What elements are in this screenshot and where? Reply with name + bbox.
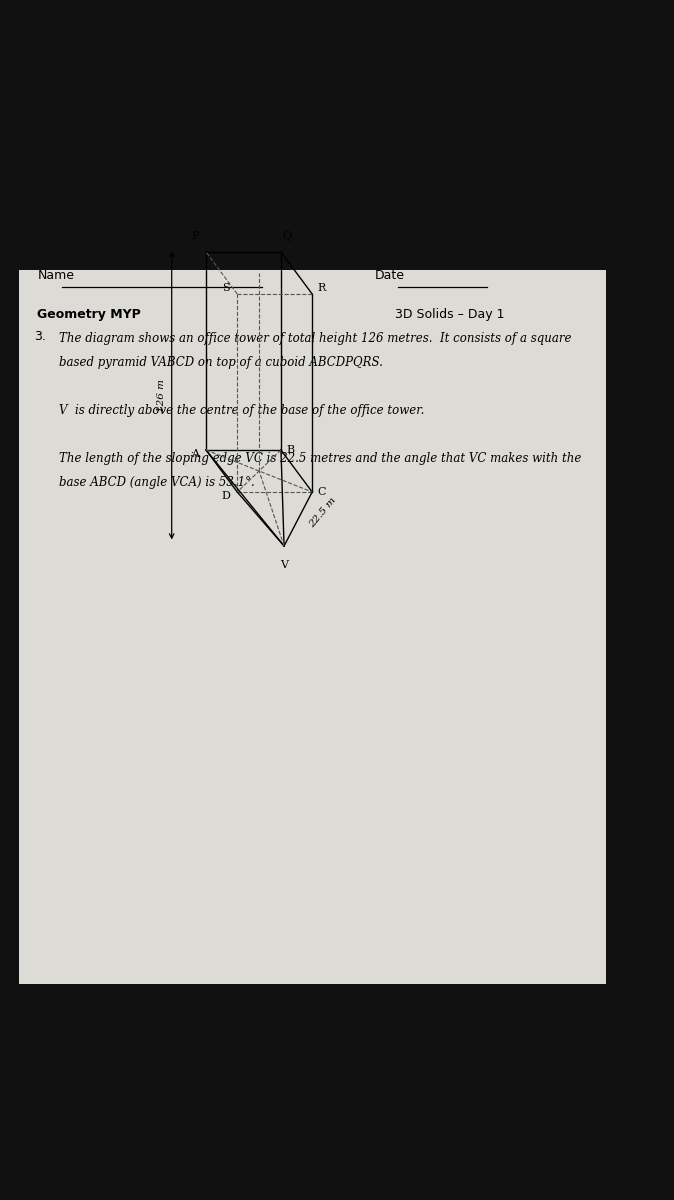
- Text: The length of the sloping edge VC is 22.5 metres and the angle that VC makes wit: The length of the sloping edge VC is 22.…: [59, 452, 582, 466]
- FancyBboxPatch shape: [19, 270, 606, 984]
- Text: base ABCD (angle VCA) is 53.1°.: base ABCD (angle VCA) is 53.1°.: [59, 476, 255, 490]
- Text: 3.: 3.: [34, 330, 47, 343]
- Text: Date: Date: [375, 269, 404, 282]
- Text: 126 m: 126 m: [156, 379, 166, 413]
- Text: B: B: [286, 445, 295, 455]
- Text: S: S: [222, 283, 230, 293]
- Text: 22.5 m: 22.5 m: [307, 497, 338, 529]
- Text: A: A: [191, 449, 199, 458]
- Text: P: P: [191, 232, 199, 241]
- Text: The diagram shows an office tower of total height 126 metres.  It consists of a : The diagram shows an office tower of tot…: [59, 332, 572, 346]
- Text: R: R: [317, 283, 326, 293]
- Text: D: D: [222, 491, 231, 500]
- Text: Q: Q: [282, 232, 292, 241]
- Text: Name: Name: [38, 269, 74, 282]
- Text: V  is directly above the centre of the base of the office tower.: V is directly above the centre of the ba…: [59, 404, 425, 418]
- Text: 3D Solids – Day 1: 3D Solids – Day 1: [395, 308, 504, 322]
- Text: C: C: [317, 487, 326, 497]
- Text: V: V: [280, 560, 288, 570]
- Text: Geometry MYP: Geometry MYP: [38, 308, 142, 322]
- Text: based pyramid VABCD on top of a cuboid ABCDPQRS.: based pyramid VABCD on top of a cuboid A…: [59, 356, 384, 370]
